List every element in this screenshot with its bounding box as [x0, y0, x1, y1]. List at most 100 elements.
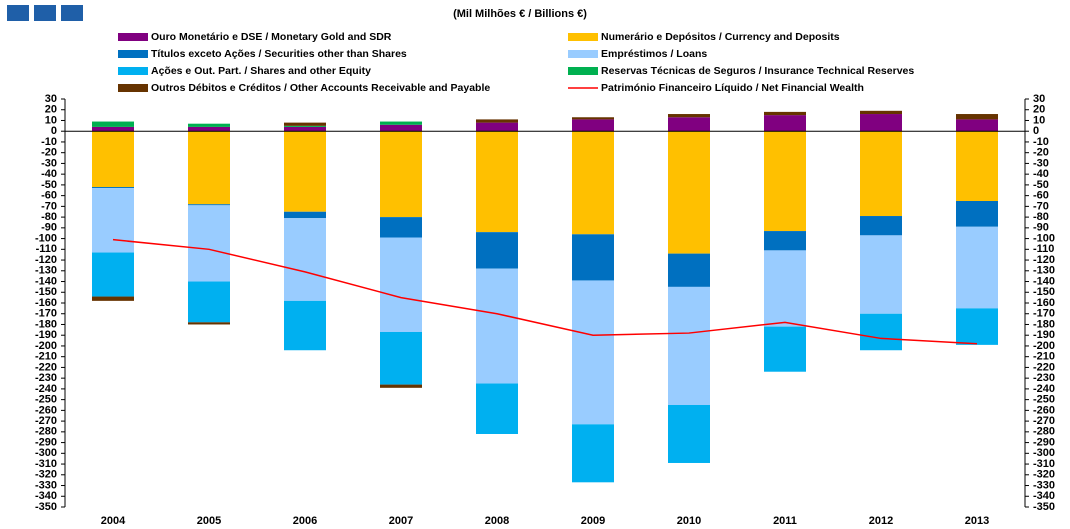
y2-tick-label: -280	[1033, 426, 1055, 438]
y-tick-label: -180	[35, 318, 57, 330]
y-tick-label: -150	[35, 286, 57, 298]
y-tick-label: -140	[35, 275, 57, 287]
y-tick-label: -230	[35, 372, 57, 384]
y-tick-label: -270	[35, 415, 57, 427]
bar-segment	[764, 111, 806, 116]
legend-swatch	[568, 33, 598, 41]
x-tick-label: 2005	[197, 515, 221, 527]
bar-segment	[572, 424, 614, 483]
y-tick-label: -70	[41, 200, 57, 212]
bar-segment	[380, 384, 422, 388]
y2-tick-label: -110	[1033, 243, 1054, 255]
y-tick-label: -170	[35, 308, 57, 320]
y2-tick-label: -30	[1033, 157, 1049, 169]
y2-tick-label: 30	[1033, 93, 1045, 105]
bar-segment	[476, 131, 518, 233]
legend-label: Títulos exceto Ações / Securities other …	[151, 48, 407, 60]
bar-segment	[860, 110, 902, 115]
legend-label: Património Financeiro Líquido / Net Fina…	[601, 82, 864, 94]
y2-tick-label: -320	[1033, 469, 1055, 481]
y2-tick-label: -200	[1033, 340, 1055, 352]
bar-segment	[380, 131, 422, 218]
y2-tick-label: -350	[1033, 501, 1055, 513]
y-tick-label: -90	[41, 222, 57, 234]
bar-segment	[188, 204, 230, 206]
y2-tick-label: -330	[1033, 479, 1055, 491]
y-tick-label: -260	[35, 404, 57, 416]
y-tick-label: -40	[41, 168, 57, 180]
bar-segment	[476, 122, 518, 132]
bar-segment	[284, 125, 326, 127]
legend-label: Outros Débitos e Créditos / Other Accoun…	[151, 82, 490, 94]
y-tick-label: -310	[35, 458, 57, 470]
bar-segment	[956, 201, 998, 227]
bar-segment	[860, 114, 902, 132]
y2-tick-label: 10	[1033, 114, 1045, 126]
legend-label: Empréstimos / Loans	[601, 48, 707, 60]
bar-segment	[188, 123, 230, 127]
bar-segment	[380, 237, 422, 332]
y2-tick-label: -230	[1033, 372, 1055, 384]
bar-segment	[764, 131, 806, 232]
bar-segment	[188, 281, 230, 323]
bar-segment	[668, 117, 710, 132]
bar-segment	[956, 131, 998, 201]
bar-segment	[764, 250, 806, 327]
bar-segment	[668, 286, 710, 405]
legend-label: Ouro Monetário e DSE / Monetary Gold and…	[151, 31, 392, 43]
x-tick-label: 2010	[677, 515, 701, 527]
y-tick-label: -20	[41, 147, 57, 159]
y-tick-label: -340	[35, 490, 57, 502]
y2-tick-label: -310	[1033, 458, 1055, 470]
chart-title: (Mil Milhões € / Billions €)	[453, 8, 587, 20]
bar-segment	[956, 226, 998, 309]
y-tick-label: 30	[45, 93, 57, 105]
bar-segment	[476, 268, 518, 384]
x-tick-label: 2006	[293, 515, 317, 527]
bar-segment	[92, 121, 134, 127]
y-tick-label: -130	[35, 265, 57, 277]
bar-segment	[92, 296, 134, 301]
bar-segment	[764, 326, 806, 372]
bar-segment	[188, 131, 230, 205]
bar-segment	[476, 232, 518, 269]
y2-tick-label: -290	[1033, 436, 1055, 448]
y2-tick-label: -260	[1033, 404, 1055, 416]
bar-segment	[380, 331, 422, 385]
line-series	[112, 238, 978, 345]
logo-block	[61, 5, 83, 21]
bar-segment	[956, 119, 998, 132]
y-tick-label: -100	[35, 232, 57, 244]
bar-segment	[284, 126, 326, 132]
y-tick-label: -200	[35, 340, 57, 352]
legend-swatch	[118, 33, 148, 41]
y2-tick-label: -150	[1033, 286, 1055, 298]
y-tick-label: -300	[35, 447, 57, 459]
bar-segment	[476, 383, 518, 434]
bar-segment	[92, 131, 134, 188]
y2-tick-label: -240	[1033, 383, 1055, 395]
bar-segment	[572, 280, 614, 425]
bar-segment	[284, 211, 326, 219]
legend-swatch	[118, 67, 148, 75]
y2-tick-label: -210	[1033, 351, 1055, 363]
bar-segment	[956, 308, 998, 345]
y2-tick-label: -340	[1033, 490, 1055, 502]
y2-tick-label: -90	[1033, 222, 1049, 234]
x-tick-label: 2009	[581, 515, 605, 527]
legend-swatch	[118, 84, 148, 92]
y2-tick-label: -50	[1033, 179, 1049, 191]
bar-segment	[380, 121, 422, 125]
y-tick-label: -280	[35, 426, 57, 438]
y2-tick-label: -40	[1033, 168, 1049, 180]
y2-tick-label: -60	[1033, 190, 1049, 202]
y-tick-label: -120	[35, 254, 57, 266]
legend-swatch	[568, 67, 598, 75]
y-tick-label: -60	[41, 190, 57, 202]
bar-segment	[668, 405, 710, 463]
bar-segment	[572, 117, 614, 120]
bar-segment	[92, 187, 134, 189]
legend-label: Reservas Técnicas de Seguros / Insurance…	[601, 65, 914, 77]
bar-segment	[188, 205, 230, 282]
